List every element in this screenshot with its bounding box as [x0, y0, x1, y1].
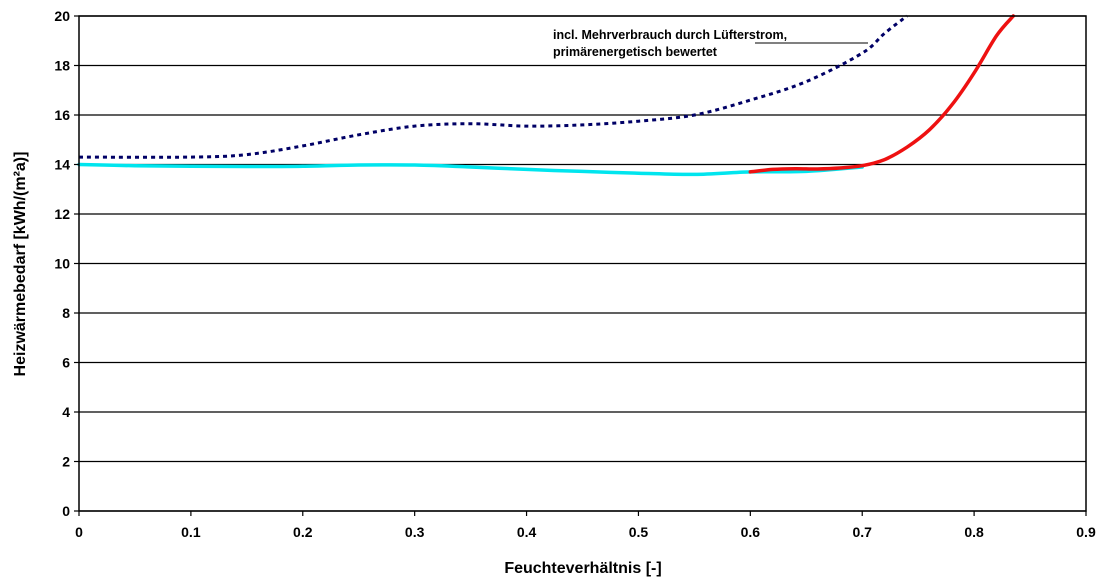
y-tick-label: 8: [62, 305, 70, 321]
y-tick-label: 12: [54, 206, 70, 222]
y-tick-label: 4: [62, 404, 70, 420]
x-tick-label: 0.6: [741, 524, 761, 540]
y-axis-label: Heizwärmebedarf [kWh/(m²a)]: [12, 152, 29, 377]
y-tick-label: 14: [54, 157, 70, 173]
annotation-line-2: primärenergetisch bewertet: [553, 45, 718, 59]
x-tick-label: 0.1: [181, 524, 201, 540]
x-axis-label: Feuchteverhältnis [-]: [504, 560, 661, 577]
x-tick-label: 0.4: [517, 524, 537, 540]
chart-annotation: incl. Mehrverbrauch durch Lüfterstrom, p…: [553, 28, 868, 59]
series-line-2: [748, 14, 1016, 174]
y-axis-ticks: 0 2 4 6 8 10 12 14 16 18 20: [54, 8, 79, 519]
annotation-line-1: incl. Mehrverbrauch durch Lüfterstrom,: [553, 28, 787, 42]
series-lines: [77, 14, 1016, 177]
x-tick-label: 0.7: [852, 524, 872, 540]
y-tick-label: 2: [62, 454, 70, 470]
y-tick-label: 0: [62, 503, 70, 519]
x-tick-label: 0: [75, 524, 83, 540]
x-axis-ticks: 0 0.1 0.2 0.3 0.4 0.5 0.6 0.7 0.8 0.9: [75, 511, 1096, 540]
y-tick-label: 10: [54, 256, 70, 272]
y-tick-label: 18: [54, 58, 70, 74]
y-tick-label: 6: [62, 355, 70, 371]
x-tick-label: 0.3: [405, 524, 425, 540]
x-tick-label: 0.8: [964, 524, 984, 540]
x-tick-label: 0.2: [293, 524, 313, 540]
series-line-3: [78, 14, 908, 159]
y-tick-label: 20: [54, 8, 70, 24]
y-tick-label: 16: [54, 107, 70, 123]
series-line-1: [77, 162, 864, 177]
x-tick-label: 0.9: [1076, 524, 1096, 540]
x-tick-label: 0.5: [629, 524, 649, 540]
